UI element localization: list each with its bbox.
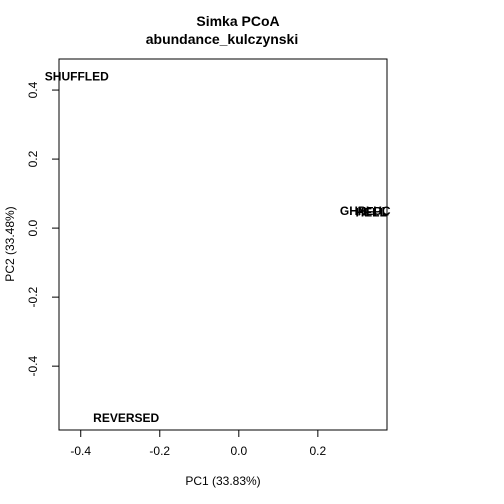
x-tick-label: 0.2 xyxy=(309,444,326,458)
x-axis-label: PC1 (33.83%) xyxy=(185,474,260,488)
y-tick-label: 0.0 xyxy=(26,219,40,236)
x-tick-label: -0.4 xyxy=(70,444,91,458)
y-tick-label: 0.2 xyxy=(26,150,40,167)
point-label: SHUFFLED xyxy=(45,69,109,83)
y-tick-label: 0.4 xyxy=(26,81,40,98)
point-label: GHPLUC xyxy=(340,204,391,218)
y-tick-label: -0.2 xyxy=(26,286,40,307)
point-label: HELL xyxy=(356,206,387,220)
x-tick-label: 0.0 xyxy=(230,444,247,458)
chart-subtitle: abundance_kulczynski xyxy=(146,31,299,47)
y-tick-label: -0.4 xyxy=(26,355,40,376)
y-axis-label: PC2 (33.48%) xyxy=(3,206,17,281)
x-axis: -0.4 -0.2 0.0 0.2 xyxy=(70,429,327,458)
y-axis: -0.4 -0.2 0.0 0.2 0.4 xyxy=(26,81,60,376)
chart-title: Simka PCoA xyxy=(196,13,279,29)
point-label: NFPL xyxy=(357,205,388,219)
plot-frame xyxy=(58,58,388,431)
point-label: REVERSED xyxy=(93,411,159,425)
x-tick-label: -0.2 xyxy=(149,444,170,458)
